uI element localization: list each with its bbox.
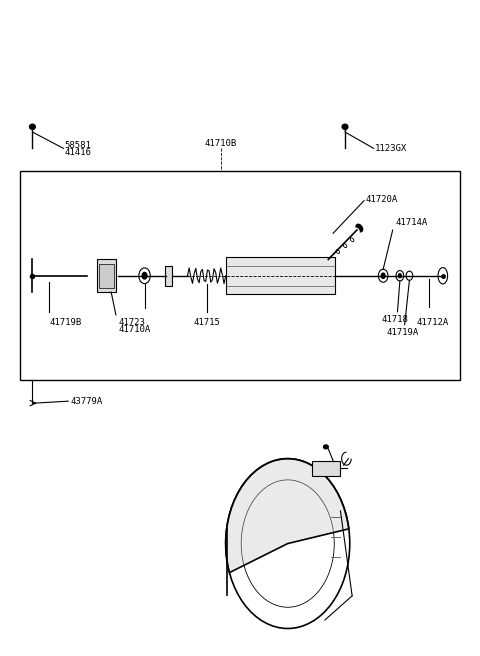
Text: 41723: 41723 [118, 318, 145, 327]
Text: 41720A: 41720A [365, 195, 397, 204]
Circle shape [381, 273, 385, 278]
Text: 41715: 41715 [193, 318, 220, 327]
Ellipse shape [356, 224, 362, 232]
Text: 41714A: 41714A [395, 218, 427, 227]
Text: 41718: 41718 [382, 315, 408, 324]
Text: 41712A: 41712A [417, 318, 449, 327]
Ellipse shape [30, 124, 35, 129]
Ellipse shape [324, 445, 328, 449]
Text: 1123GX: 1123GX [374, 144, 407, 153]
Bar [97, 259, 116, 292]
Circle shape [398, 274, 401, 277]
Text: 41719B: 41719B [49, 318, 82, 327]
Text: 58581: 58581 [64, 140, 91, 150]
Wedge shape [226, 459, 349, 573]
Text: 41710B: 41710B [205, 139, 237, 148]
Text: 43779A: 43779A [71, 397, 103, 405]
Bar [99, 264, 114, 287]
Ellipse shape [342, 124, 348, 129]
Bar [21, 171, 459, 380]
Circle shape [142, 272, 147, 279]
Bar [165, 266, 172, 285]
Text: 41719A: 41719A [386, 328, 419, 337]
Bar [226, 257, 336, 294]
Bar [312, 461, 340, 476]
Ellipse shape [355, 228, 359, 233]
Text: 41710A: 41710A [119, 325, 151, 334]
Text: 41416: 41416 [64, 148, 91, 157]
